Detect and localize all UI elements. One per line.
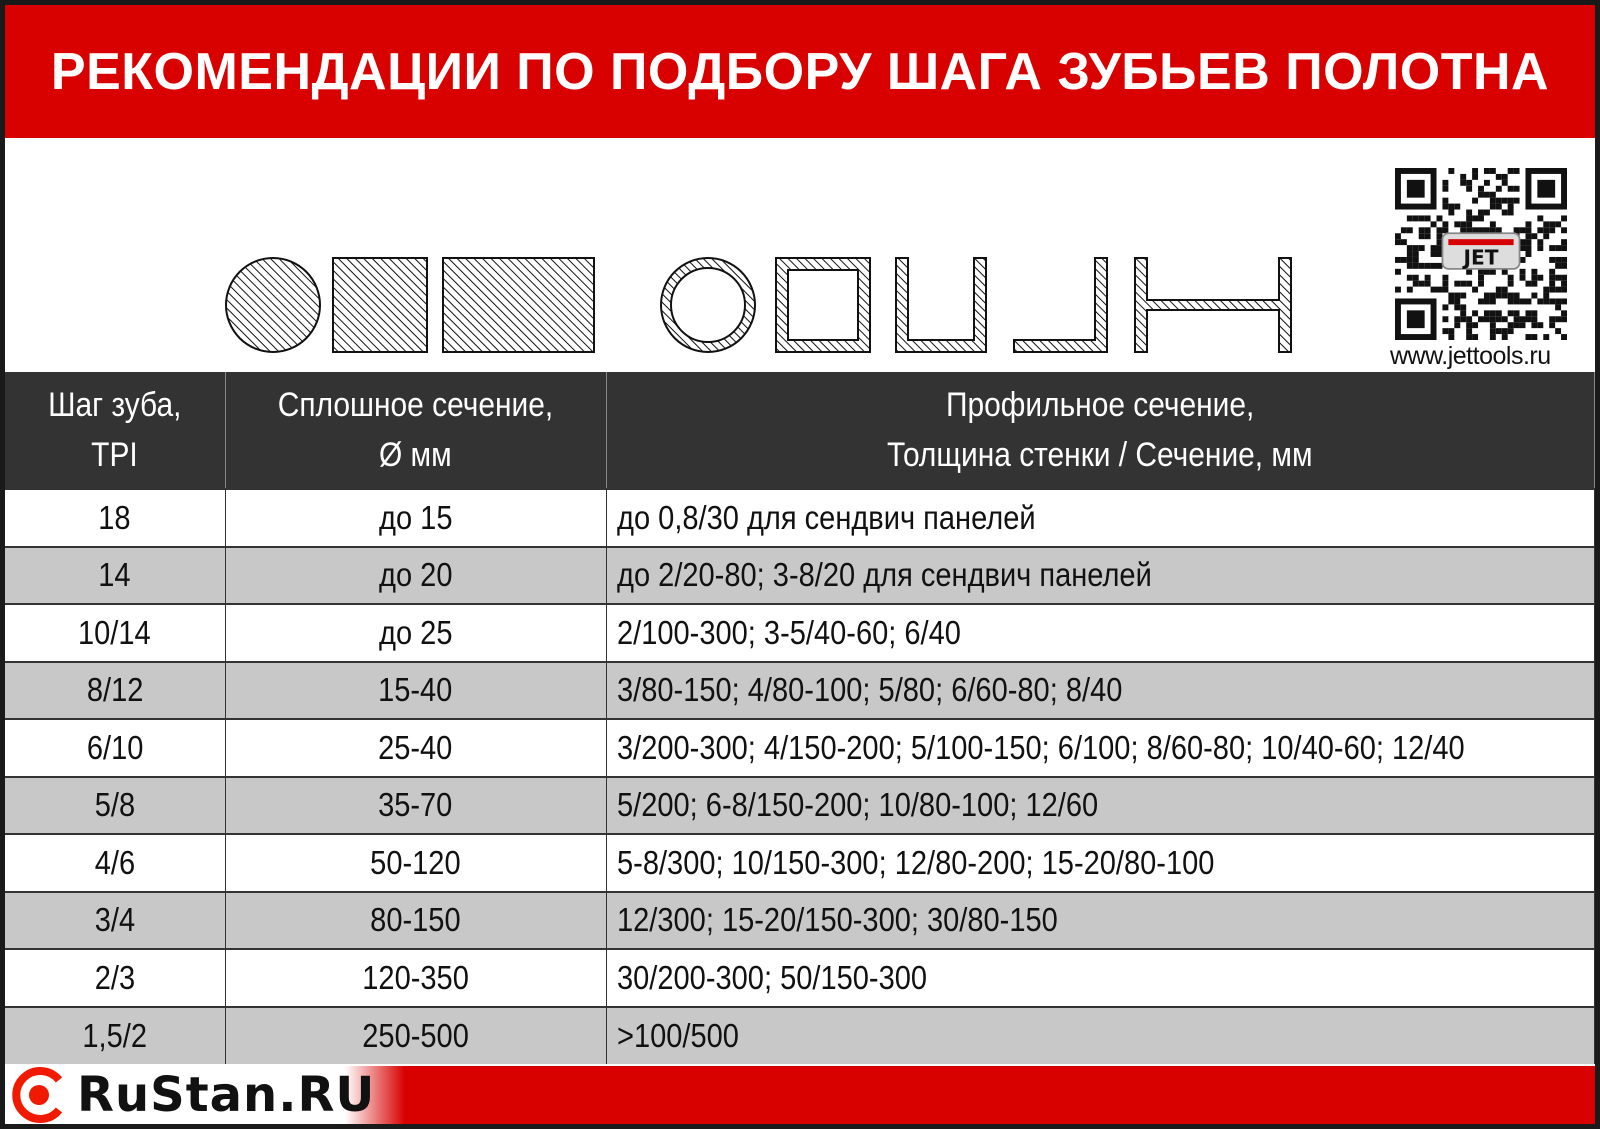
table-row: 1,5/2 250-500 >100/500 <box>5 1005 1595 1064</box>
cell-text: 2/3 <box>94 958 135 996</box>
cell-solid: 15-40 <box>225 660 607 719</box>
cell-text: 2/100-300; 3-5/40-60; 6/40 <box>616 613 961 651</box>
cell-text: 35-70 <box>378 786 453 824</box>
cell-text: 5-8/300; 10/150-300; 12/80-200; 15-20/80… <box>616 843 1214 881</box>
cell-tpi: 3/4 <box>5 890 226 949</box>
cell-profile: до 0,8/30 для сендвич панелей <box>606 488 1595 547</box>
cell-profile: 5/200; 6-8/150-200; 10/80-100; 12/60 <box>606 775 1595 834</box>
section-shapes-illustration <box>225 257 1292 353</box>
cell-text: 3/200-300; 4/150-200; 5/100-150; 6/100; … <box>616 728 1465 766</box>
cell-profile: 30/200-300; 50/150-300 <box>606 948 1595 1007</box>
rustan-watermark: RuStan.RU <box>5 1066 405 1124</box>
cell-text: 120-350 <box>362 958 469 996</box>
cell-text: 8/12 <box>86 671 144 709</box>
cell-text: 1,5/2 <box>82 1016 148 1054</box>
page-title: РЕКОМЕНДАЦИИ ПО ПОДБОРУ ШАГА ЗУБЬЕВ ПОЛО… <box>5 5 1595 138</box>
cell-text: 6/10 <box>86 728 144 766</box>
cell-text: 10/14 <box>78 613 152 651</box>
cell-text: 14 <box>98 556 131 594</box>
table-header-row: Шаг зуба, TPI Сплошное сечение, Ø мм Профи… <box>5 372 1595 489</box>
cell-solid: 120-350 <box>225 948 607 1007</box>
cell-solid: 250-500 <box>225 1005 607 1064</box>
header-text: Ø мм <box>379 436 452 474</box>
header-solid: Сплошное сечение, Ø мм <box>225 372 607 489</box>
header-text: Шаг зуба, <box>48 386 182 424</box>
cell-tpi: 18 <box>5 488 226 547</box>
cell-text: 80-150 <box>370 901 461 939</box>
qr-code[interactable]: JET <box>1395 168 1567 340</box>
cell-text: 12/300; 15-20/150-300; 30/80-150 <box>616 901 1058 939</box>
chart-card: РЕКОМЕНДАЦИИ ПО ПОДБОРУ ШАГА ЗУБЬЕВ ПОЛО… <box>5 5 1595 1124</box>
cell-tpi: 5/8 <box>5 775 226 834</box>
cell-text: 4/6 <box>94 843 135 881</box>
i-beam-shape <box>1134 257 1292 353</box>
header-profile: Профильное сечение, Толщина стенки / Сече… <box>606 372 1595 489</box>
cell-profile: 5-8/300; 10/150-300; 12/80-200; 15-20/80… <box>606 833 1595 892</box>
square-tube-shape <box>775 257 871 353</box>
header-text: Толщина стенки / Сечение, мм <box>887 436 1314 474</box>
cell-tpi: 10/14 <box>5 603 226 662</box>
tpi-table: Шаг зуба, TPI Сплошное сечение, Ø мм Профи… <box>5 372 1595 1064</box>
cell-profile: >100/500 <box>606 1005 1595 1064</box>
cell-text: 3/4 <box>94 901 135 939</box>
cell-text: 250-500 <box>362 1016 469 1054</box>
cell-tpi: 6/10 <box>5 718 226 777</box>
cell-text: до 25 <box>378 613 453 651</box>
table-row: 6/10 25-40 3/200-300; 4/150-200; 5/100-150… <box>5 718 1595 777</box>
cell-text: до 2/20-80; 3-8/20 для сендвич панелей <box>616 556 1152 594</box>
rustan-logo-icon <box>12 1067 63 1123</box>
jet-logo: JET <box>1461 246 1498 270</box>
cell-solid: 80-150 <box>225 890 607 949</box>
table-row: 10/14 до 25 2/100-300; 3-5/40-60; 6/40 <box>5 603 1595 662</box>
header-text: Сплошное сечение, <box>277 386 554 424</box>
cell-solid: до 25 <box>225 603 607 662</box>
table-row: 8/12 15-40 3/80-150; 4/80-100; 5/80; 6/60-… <box>5 660 1595 719</box>
square-bar-shape <box>332 257 428 353</box>
cell-profile: 3/80-150; 4/80-100; 5/80; 6/60-80; 8/40 <box>606 660 1595 719</box>
header-text: TPI <box>91 436 139 474</box>
cell-tpi: 1,5/2 <box>5 1005 226 1064</box>
cell-text: 3/80-150; 4/80-100; 5/80; 6/60-80; 8/40 <box>616 671 1122 709</box>
watermark-text: RuStan.RU <box>77 1067 376 1123</box>
cell-text: до 15 <box>378 498 453 536</box>
cell-solid: 25-40 <box>225 718 607 777</box>
cell-profile: 12/300; 15-20/150-300; 30/80-150 <box>606 890 1595 949</box>
cell-profile: 3/200-300; 4/150-200; 5/100-150; 6/100; … <box>606 718 1595 777</box>
cell-tpi: 4/6 <box>5 833 226 892</box>
cell-profile: 2/100-300; 3-5/40-60; 6/40 <box>606 603 1595 662</box>
cell-solid: 35-70 <box>225 775 607 834</box>
round-bar-shape <box>225 257 321 353</box>
cell-text: 50-120 <box>370 843 461 881</box>
cell-text: 5/8 <box>94 786 135 824</box>
flat-bar-shape <box>442 257 595 353</box>
cell-text: >100/500 <box>616 1016 739 1054</box>
tube-shape <box>659 257 757 353</box>
cell-text: 18 <box>98 498 131 536</box>
channel-shape <box>895 257 987 353</box>
cell-profile: до 2/20-80; 3-8/20 для сендвич панелей <box>606 545 1595 604</box>
cell-solid: до 15 <box>225 488 607 547</box>
angle-shape <box>1013 257 1108 353</box>
cell-solid: 50-120 <box>225 833 607 892</box>
table-row: 2/3 120-350 30/200-300; 50/150-300 <box>5 948 1595 1007</box>
table-row: 14 до 20 до 2/20-80; 3-8/20 для сендвич па… <box>5 545 1595 604</box>
table-row: 18 до 15 до 0,8/30 для сендвич панелей <box>5 488 1595 547</box>
section-shapes: JET www.jettools.ru <box>5 138 1595 375</box>
table-row: 4/6 50-120 5-8/300; 10/150-300; 12/80-200;… <box>5 833 1595 892</box>
cell-text: до 20 <box>378 556 453 594</box>
header-text: Профильное сечение, <box>946 386 1255 424</box>
cell-tpi: 2/3 <box>5 948 226 1007</box>
website-url[interactable]: www.jettools.ru <box>1390 342 1551 370</box>
cell-text: до 0,8/30 для сендвич панелей <box>616 498 1036 536</box>
cell-text: 30/200-300; 50/150-300 <box>616 958 927 996</box>
cell-text: 15-40 <box>378 671 453 709</box>
header-tpi: Шаг зуба, TPI <box>5 372 226 489</box>
cell-text: 5/200; 6-8/150-200; 10/80-100; 12/60 <box>616 786 1098 824</box>
table-row: 3/4 80-150 12/300; 15-20/150-300; 30/80-15… <box>5 890 1595 949</box>
table-row: 5/8 35-70 5/200; 6-8/150-200; 10/80-100; 1… <box>5 775 1595 834</box>
cell-solid: до 20 <box>225 545 607 604</box>
cell-text: 25-40 <box>378 728 453 766</box>
cell-tpi: 8/12 <box>5 660 226 719</box>
cell-tpi: 14 <box>5 545 226 604</box>
